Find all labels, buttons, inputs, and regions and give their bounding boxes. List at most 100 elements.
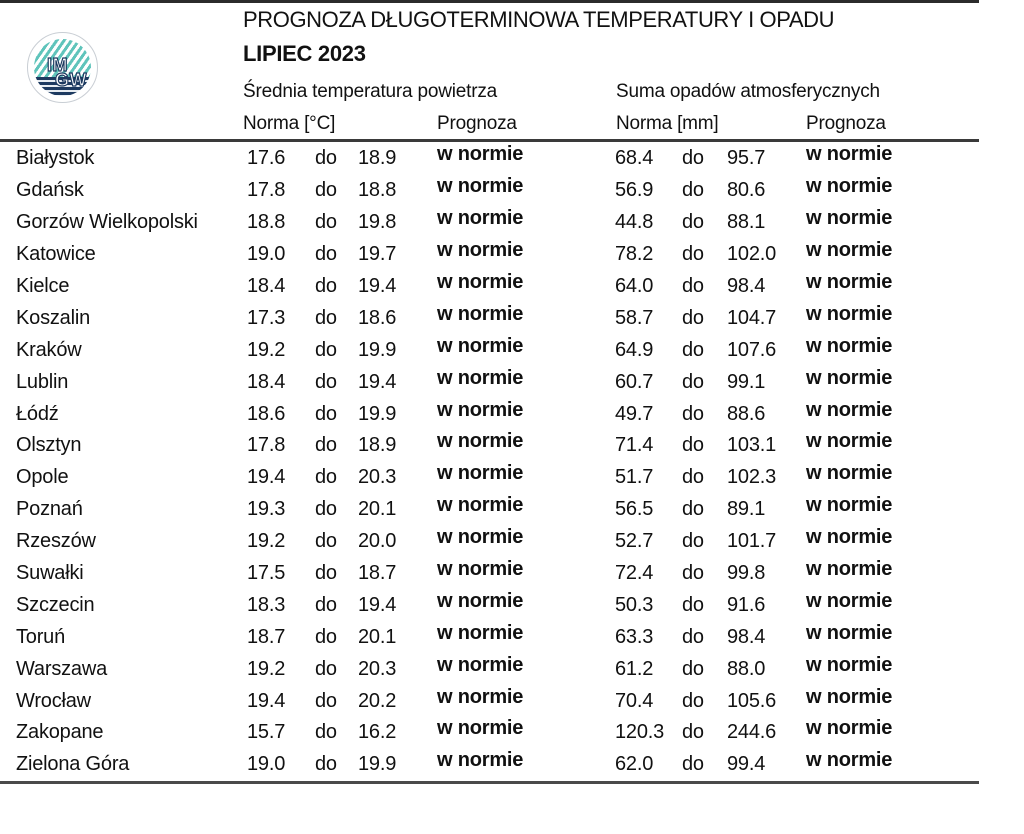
temp-norm-high: 19.4 — [358, 370, 397, 393]
temp-norm-high: 18.9 — [358, 147, 397, 170]
temp-norm-high: 20.2 — [358, 689, 397, 712]
city-name: Łódź — [16, 402, 59, 425]
precip-norm-high: 88.6 — [727, 402, 766, 425]
temp-norm-high: 20.3 — [358, 657, 397, 680]
temp-forecast-value: w normie — [437, 685, 524, 708]
precip-range-word: do — [682, 593, 704, 616]
precip-norm-high: 107.6 — [727, 338, 777, 361]
temp-norm-low: 19.0 — [247, 753, 286, 776]
precip-forecast-value: w normie — [806, 621, 893, 644]
temp-norm-high: 19.8 — [358, 211, 397, 234]
precip-norm-high: 102.0 — [727, 243, 777, 266]
precip-range-word: do — [682, 721, 704, 744]
temp-norm-high: 19.9 — [358, 402, 397, 425]
city-name: Zakopane — [16, 721, 104, 744]
temp-norm-high: 20.0 — [358, 530, 397, 553]
precip-forecast-value: w normie — [806, 749, 893, 772]
temp-forecast-value: w normie — [437, 462, 524, 485]
precip-norm-low: 56.9 — [615, 179, 654, 202]
temp-norm-high: 20.1 — [358, 498, 397, 521]
imgw-logo-text-im: IM — [46, 55, 68, 75]
precip-range-word: do — [682, 466, 704, 489]
precip-norm-low: 50.3 — [615, 593, 654, 616]
temp-forecast-value: w normie — [437, 653, 524, 676]
city-name: Gorzów Wielkopolski — [16, 211, 198, 234]
temp-range-word: do — [315, 434, 337, 457]
temp-forecast-value: w normie — [437, 334, 524, 357]
temp-norm-low: 17.3 — [247, 306, 286, 329]
temp-range-word: do — [315, 179, 337, 202]
table-row: Kielce 18.4 do 19.4 w normie 64.0 do 98.… — [0, 271, 1024, 303]
precip-norm-low: 72.4 — [615, 562, 654, 585]
table-row: Zielona Góra 19.0 do 19.9 w normie 62.0 … — [0, 749, 1024, 781]
temp-norm-low: 19.2 — [247, 338, 286, 361]
city-name: Warszawa — [16, 657, 108, 680]
precip-norm-high: 91.6 — [727, 593, 766, 616]
precip-forecast-value: w normie — [806, 462, 893, 485]
temp-range-word: do — [315, 657, 337, 680]
temp-norm-high: 19.9 — [358, 338, 397, 361]
precip-norm-low: 68.4 — [615, 147, 654, 170]
temp-norm-low: 19.0 — [247, 243, 286, 266]
imgw-logo-disc: IM GW — [34, 39, 91, 96]
imgw-logo-navy-stripes — [34, 76, 91, 96]
temp-range-word: do — [315, 275, 337, 297]
page-title: PROGNOZA DŁUGOTERMINOWA TEMPERATURY I OP… — [243, 7, 835, 32]
precip-range-word: do — [682, 243, 704, 266]
temp-forecast-value: w normie — [437, 621, 524, 644]
precip-norm-low: 78.2 — [615, 243, 654, 266]
precip-norm-low: 71.4 — [615, 434, 654, 457]
temp-norm-high: 16.2 — [358, 721, 397, 744]
precip-norm-high: 99.8 — [727, 562, 766, 585]
temp-norm-high: 19.9 — [358, 753, 397, 776]
table-row: Gdańsk 17.8 do 18.8 w normie 56.9 do 80.… — [0, 175, 1024, 207]
temp-range-word: do — [315, 147, 337, 170]
precip-norm-high: 244.6 — [727, 721, 777, 744]
city-name: Rzeszów — [16, 530, 96, 553]
temp-norm-low: 18.7 — [247, 625, 286, 648]
precip-norm-low: 44.8 — [615, 211, 654, 234]
table-row: Olsztyn 17.8 do 18.9 w normie 71.4 do 10… — [0, 430, 1024, 462]
precip-range-word: do — [682, 306, 704, 329]
precip-forecast-value: w normie — [806, 653, 893, 676]
precip-norm-column-header: Norma [mm] — [616, 113, 719, 134]
city-name: Poznań — [16, 498, 83, 521]
temp-forecast-value: w normie — [437, 175, 524, 198]
precip-forecast-column-header: Prognoza — [806, 113, 886, 134]
temp-range-word: do — [315, 530, 337, 553]
precip-norm-low: 52.7 — [615, 530, 654, 553]
temp-range-word: do — [315, 338, 337, 361]
temp-forecast-value: w normie — [437, 366, 524, 389]
table-row: Opole 19.4 do 20.3 w normie 51.7 do 102.… — [0, 462, 1024, 494]
precip-norm-low: 60.7 — [615, 370, 654, 393]
temp-norm-high: 20.3 — [358, 466, 397, 489]
temp-range-word: do — [315, 243, 337, 266]
temp-forecast-value: w normie — [437, 526, 524, 549]
precip-norm-low: 61.2 — [615, 657, 654, 680]
precip-norm-low: 49.7 — [615, 402, 654, 425]
precip-forecast-value: w normie — [806, 717, 893, 740]
precip-range-word: do — [682, 370, 704, 393]
temp-norm-low: 19.4 — [247, 689, 286, 712]
city-name: Gdańsk — [16, 179, 84, 202]
precip-range-word: do — [682, 338, 704, 361]
table-row: Wrocław 19.4 do 20.2 w normie 70.4 do 10… — [0, 685, 1024, 717]
precip-forecast-value: w normie — [806, 143, 893, 166]
table-row: Kraków 19.2 do 19.9 w normie 64.9 do 107… — [0, 334, 1024, 366]
table-row: Rzeszów 19.2 do 20.0 w normie 52.7 do 10… — [0, 526, 1024, 558]
temp-range-word: do — [315, 211, 337, 234]
city-name: Wrocław — [16, 689, 91, 712]
precip-norm-low: 70.4 — [615, 689, 654, 712]
temp-norm-low: 15.7 — [247, 721, 286, 744]
temp-norm-high: 18.6 — [358, 306, 397, 329]
temp-forecast-value: w normie — [437, 239, 524, 262]
precip-range-word: do — [682, 498, 704, 521]
precip-norm-high: 80.6 — [727, 179, 766, 202]
temp-forecast-value: w normie — [437, 558, 524, 581]
temp-forecast-value: w normie — [437, 494, 524, 517]
precip-norm-high: 98.4 — [727, 275, 766, 297]
temp-forecast-value: w normie — [437, 271, 524, 293]
precip-norm-high: 101.7 — [727, 530, 777, 553]
precip-norm-high: 105.6 — [727, 689, 777, 712]
temp-norm-low: 19.2 — [247, 530, 286, 553]
